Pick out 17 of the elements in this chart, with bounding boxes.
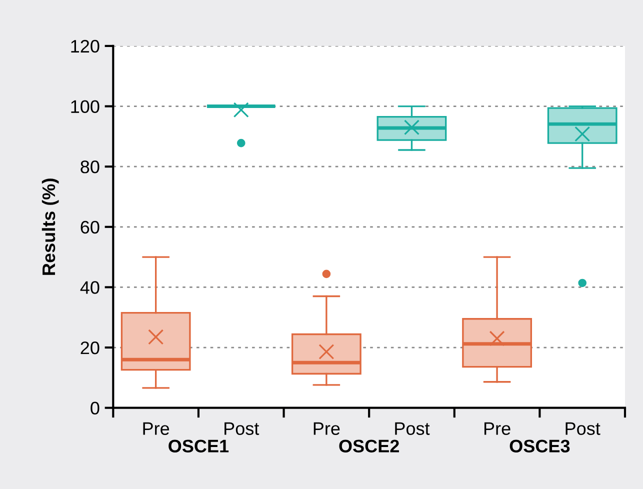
text: OSCE2 <box>339 440 399 452</box>
text: OSCE1 <box>168 440 229 452</box>
y-tick-label: 80 <box>80 160 100 174</box>
y-axis-title: Results (%) <box>42 178 59 275</box>
x-tick-label: Pre <box>143 422 170 435</box>
y-tick-label: 40 <box>80 281 100 294</box>
y-tick-label: 100 <box>71 100 100 113</box>
x-tick-label: Post <box>395 422 430 435</box>
x-tick-label: Pre <box>314 422 340 435</box>
y-tick-label: 120 <box>71 40 100 53</box>
y-tick-label: 0 <box>90 402 100 415</box>
x-tick-label: Pre <box>484 422 510 435</box>
text: OSCE3 <box>510 440 570 453</box>
y-tick-label: 20 <box>80 341 100 354</box>
x-tick-label: Post <box>566 422 600 435</box>
y-tick-label: 60 <box>80 220 100 234</box>
x-tick-label: Post <box>224 422 260 435</box>
